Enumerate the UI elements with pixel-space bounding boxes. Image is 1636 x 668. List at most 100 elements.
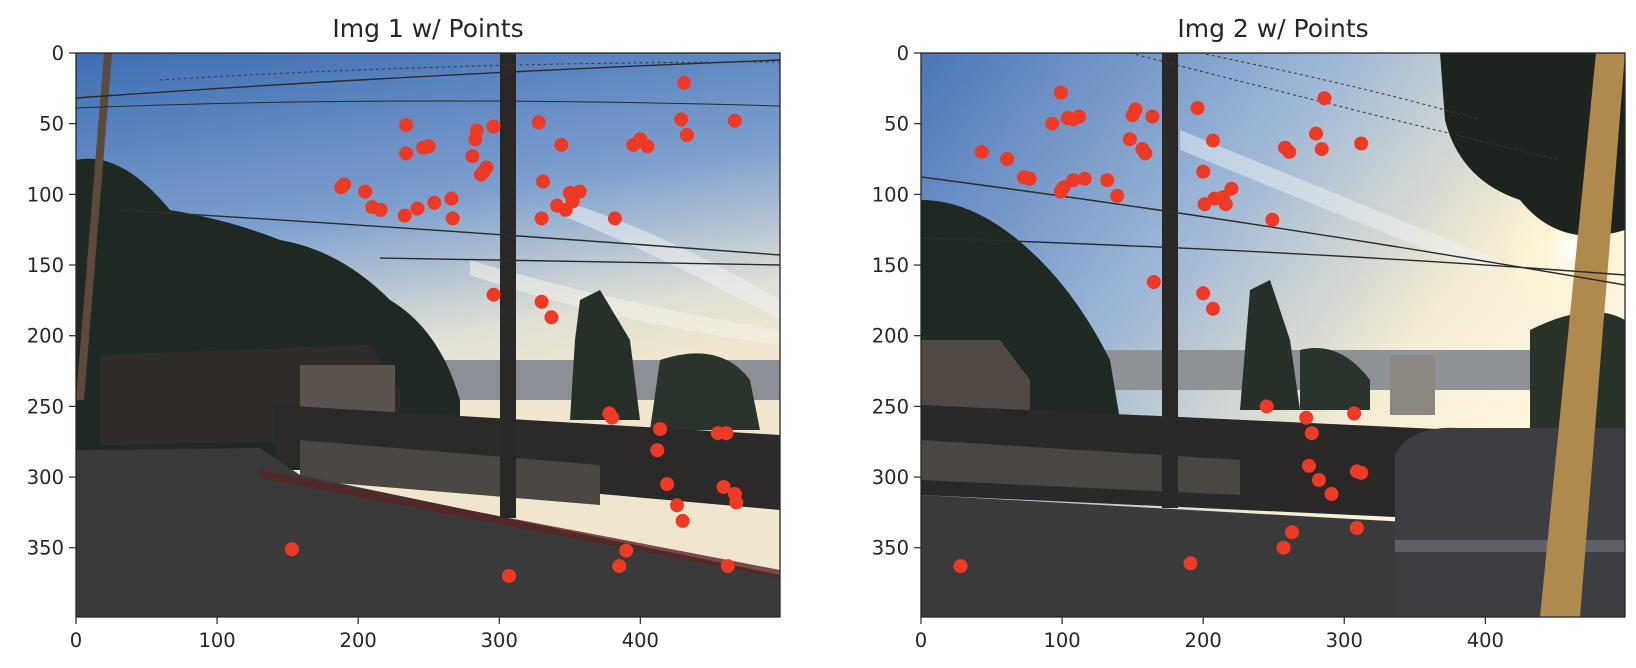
- scatter-point: [1218, 197, 1233, 212]
- scatter-point: [1077, 171, 1092, 186]
- scatter-point: [1302, 458, 1316, 473]
- scatter-point: [465, 149, 480, 164]
- scatter-point: [677, 75, 692, 90]
- scatter-point: [1224, 181, 1239, 196]
- y-tick-label: 350: [872, 537, 909, 560]
- y-tick-label: 0: [897, 42, 909, 65]
- scatter-point: [558, 202, 573, 217]
- scatter-point: [1146, 275, 1161, 289]
- scatter-points: [284, 75, 744, 583]
- x-tick-label: 300: [1326, 629, 1363, 652]
- x-tick-label: 400: [622, 629, 659, 652]
- scatter-point: [675, 513, 690, 528]
- y-tick-label: 150: [27, 254, 64, 277]
- scatter-point: [534, 211, 549, 226]
- chart-title: Img 2 w/ Points: [1177, 14, 1368, 43]
- scatter-point: [373, 202, 388, 217]
- scatter-point: [1324, 487, 1339, 501]
- scatter-point: [358, 184, 373, 199]
- scatter-point: [716, 480, 731, 494]
- scatter-point: [1347, 406, 1362, 421]
- y-tick-label: 300: [27, 466, 64, 489]
- y-tick-label: 350: [27, 537, 64, 560]
- scatter-point: [720, 559, 735, 574]
- x-tick-label: 100: [198, 629, 235, 652]
- scatter-point: [1122, 132, 1137, 147]
- scatter-point: [1354, 136, 1369, 151]
- scatter-point: [974, 144, 989, 159]
- scatter-point: [1276, 540, 1291, 555]
- scatter-point: [1354, 465, 1369, 480]
- scatter-point: [536, 174, 550, 189]
- scatter-point: [334, 180, 349, 195]
- scatter-point: [1304, 426, 1319, 441]
- y-tick-label: 300: [872, 466, 909, 489]
- scatter-point: [1299, 410, 1314, 425]
- plot-frame: [920, 52, 1626, 618]
- scatter-point: [1197, 197, 1212, 212]
- scatter-point: [534, 294, 549, 309]
- x-tick-label: 100: [1043, 629, 1080, 652]
- y-tick-label: 50: [884, 113, 909, 136]
- scatter-point: [605, 410, 620, 425]
- scatter-point: [1285, 525, 1299, 540]
- scatter-point: [1349, 520, 1364, 535]
- scatter-point: [1110, 188, 1125, 203]
- scatter-point: [397, 208, 412, 223]
- scatter-point: [445, 211, 460, 226]
- y-tick-label: 0: [52, 42, 64, 65]
- scatter-point: [1265, 212, 1280, 227]
- scatter-point: [1196, 286, 1211, 301]
- scatter-point: [399, 118, 414, 133]
- scatter-point: [650, 443, 665, 458]
- scatter-point: [1138, 146, 1153, 161]
- scatter-point: [1196, 164, 1211, 179]
- scatter-point: [502, 569, 517, 583]
- scatter-point: [653, 422, 668, 436]
- scatter-point: [1259, 399, 1274, 414]
- scatter-point: [612, 559, 627, 574]
- scatter-point: [1000, 152, 1015, 166]
- scatter-point: [1311, 472, 1326, 487]
- scatter-point: [1183, 556, 1198, 571]
- scatter-point: [1145, 109, 1160, 124]
- background-photo: [921, 53, 1625, 617]
- axes: 0 100 200 300 400 0 50 100 150 200 250 300 350: [27, 42, 659, 652]
- scatter-point: [670, 498, 684, 513]
- x-tick-label: 0: [70, 629, 82, 652]
- y-tick-label: 100: [872, 183, 909, 206]
- scatter-point: [953, 559, 968, 574]
- scatter-point: [1125, 108, 1140, 123]
- scatter-point: [486, 287, 501, 302]
- scatter-point: [1314, 142, 1329, 157]
- background-photo: [76, 53, 780, 617]
- x-tick-label: 200: [1185, 629, 1222, 652]
- scatter-point: [1066, 173, 1081, 188]
- scatter-point: [640, 139, 655, 154]
- scatter-point: [1190, 101, 1205, 116]
- scatter-point: [1053, 85, 1068, 100]
- x-tick-label: 400: [1467, 629, 1504, 652]
- scatter-point: [399, 146, 414, 161]
- y-tick-label: 100: [27, 183, 64, 206]
- scatter-point: [1206, 301, 1220, 316]
- scatter-point: [1053, 184, 1068, 199]
- axes: 0 100 200 300 400 0 50 100 150 200 250 300 350: [872, 42, 1504, 652]
- scatter-point: [1317, 91, 1332, 106]
- scatter-point: [473, 167, 488, 182]
- scatter-point: [619, 543, 634, 558]
- x-tick-label: 0: [915, 629, 927, 652]
- x-tick-label: 300: [481, 629, 518, 652]
- scatter-point: [284, 542, 299, 557]
- plot-frame: [75, 52, 781, 618]
- scatter-point: [486, 119, 501, 134]
- scatter-panel-img-1: Img 1 w/ Points: [27, 14, 781, 652]
- y-tick-label: 200: [27, 325, 64, 348]
- scatter-point: [1045, 116, 1060, 131]
- scatter-point: [607, 211, 622, 226]
- scatter-point: [554, 137, 569, 152]
- scatter-point: [410, 201, 425, 216]
- scatter-point: [727, 113, 742, 128]
- y-tick-label: 250: [27, 395, 64, 418]
